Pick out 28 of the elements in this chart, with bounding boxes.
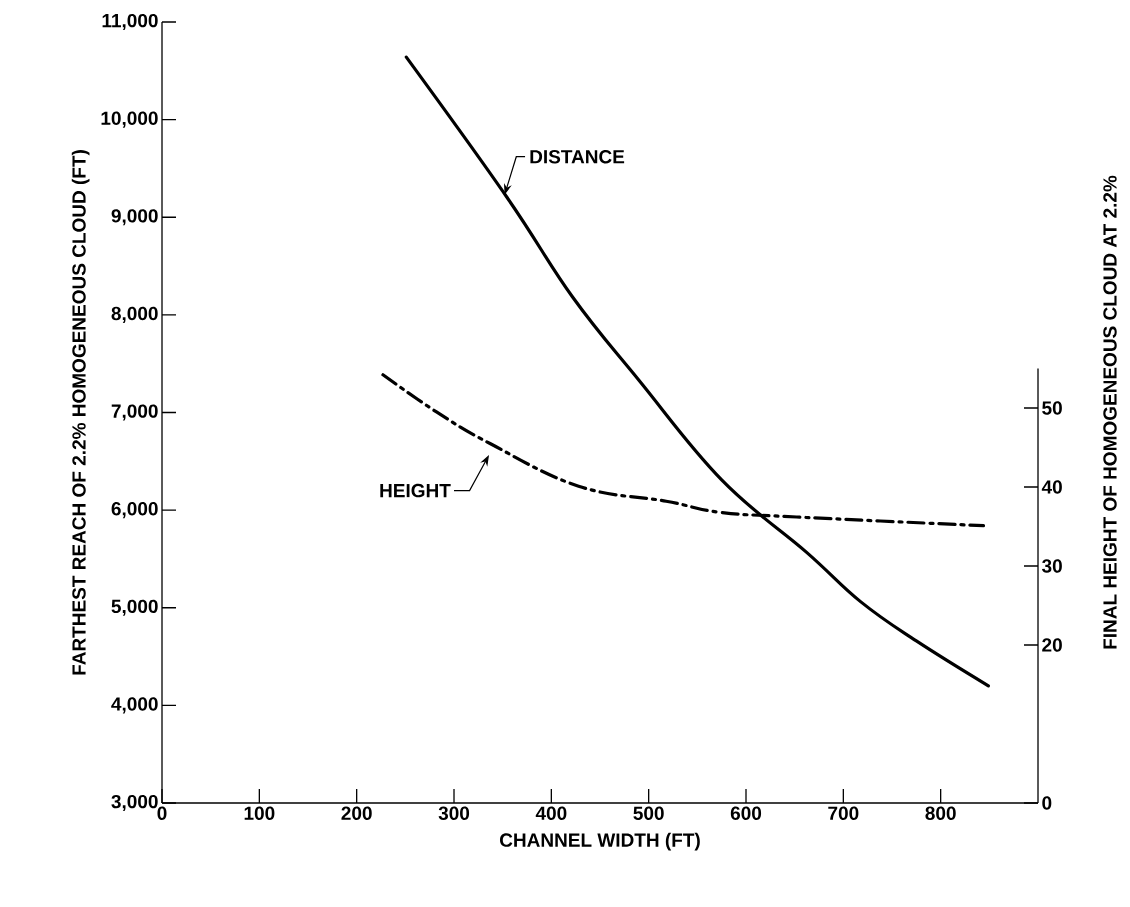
y-tick-label: 5,000 (111, 599, 158, 616)
y2-tick-label: 50 (1042, 401, 1062, 415)
x-tick-label: 200 (341, 806, 372, 820)
y2-tick-label: 30 (1041, 559, 1062, 573)
x-tick-label: 700 (828, 806, 859, 820)
x-axis-title: CHANNEL WIDTH (FT) (500, 832, 700, 851)
y-axis-title: FARTHEST REACH OF 2.2% HOMOGENEOUS CLOUD (FT) (71, 150, 90, 675)
x-tick-label: 600 (730, 806, 762, 820)
y-tick-label: 4,000 (111, 697, 158, 714)
y2-axis-title: FINAL HEIGHT OF HOMOGENEOUS CLOUD AT 2.2% (1103, 175, 1117, 649)
y-tick-label: 9,000 (111, 209, 158, 226)
y-tick-label: 3,000 (111, 794, 158, 812)
x-tick-label: 0 (157, 806, 167, 820)
x-tick-label: 400 (535, 806, 567, 820)
y-tick-label: 10,000 (101, 111, 158, 128)
x-tick-label: 500 (633, 806, 664, 820)
y-tick-label: 8,000 (111, 306, 158, 323)
y2-tick-label: 0 (1042, 796, 1052, 810)
text: HEIGHT (380, 483, 451, 498)
y2-tick-label: 20 (1042, 638, 1062, 652)
text: DISTANCE (530, 149, 625, 164)
y2-tick-label: 40 (1041, 480, 1062, 494)
y-tick-label: 6,000 (111, 502, 158, 519)
y-tick-label: 7,000 (111, 404, 158, 421)
y-tick-label: 11,000 (102, 13, 158, 31)
x-tick-label: 800 (925, 806, 956, 820)
x-tick-label: 100 (244, 806, 275, 820)
x-tick-label: 300 (438, 806, 470, 820)
